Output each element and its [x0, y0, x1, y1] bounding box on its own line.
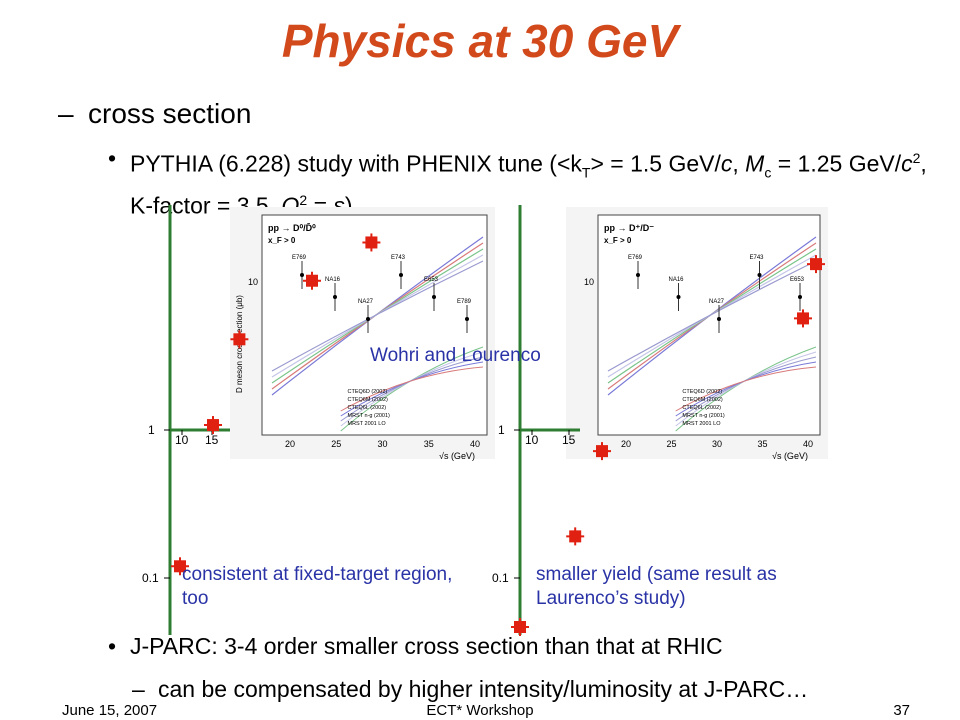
inset-xtick-40: 40	[470, 439, 480, 449]
bullet-jparc: • J-PARC: 3-4 order smaller cross sectio…	[108, 632, 938, 660]
note-right: smaller yield (same result as Laurenco’s…	[536, 564, 777, 609]
footer-page-number: 37	[893, 702, 910, 719]
inset-xtick-40: 40	[803, 439, 813, 449]
inset-exp-label-NA16: NA16	[325, 277, 341, 283]
inset-legend-entry: CTEQ6D (2002)	[682, 389, 722, 395]
inset-exp-label-E653: E653	[424, 277, 439, 283]
inset-legend-entry: CTEQ6D (2002)	[348, 389, 388, 395]
inset-exp-label-NA27: NA27	[358, 299, 374, 305]
inset-exp-label-E769: E769	[628, 255, 643, 261]
inset-subtitle: x_F > 0	[268, 236, 296, 245]
inset-xlabel: √s (GeV)	[772, 451, 808, 461]
inset-exp-label-E789: E789	[457, 299, 472, 305]
inset-exp-label-E653: E653	[790, 277, 805, 283]
inset-data-point	[636, 273, 640, 277]
chart-panel-1: pp → D⁰/D̄⁰x_F > 0D meson cross-section …	[142, 205, 495, 635]
inset-data-point	[717, 317, 721, 321]
footer-date: June 15, 2007	[62, 702, 158, 719]
subbullet-text: can be compensated by higher intensity/l…	[158, 676, 809, 702]
inset-xlabel: √s (GeV)	[439, 451, 475, 461]
note-left: consistent at fixed-target region, too	[182, 564, 453, 609]
inset-data-point	[798, 295, 802, 299]
inset-xtick-25: 25	[331, 439, 341, 449]
inset-data-point	[366, 317, 370, 321]
inset-theory-curve-lower	[340, 366, 484, 412]
inset-exp-label-NA27: NA27	[709, 299, 725, 305]
y-tick-label-1: 1	[498, 423, 505, 437]
bullet-dot: •	[108, 633, 117, 659]
inset-frame	[261, 214, 488, 436]
section-heading: – cross section	[58, 98, 251, 130]
inset-data-point	[676, 295, 681, 299]
inset-data-point	[399, 273, 403, 277]
inset-exp-label-NA16: NA16	[669, 277, 685, 283]
slide-title: Physics at 30 GeV	[281, 15, 679, 67]
inset-legend-entry: CTEQ6L (2002)	[348, 405, 387, 411]
x-tick-label-15: 15	[562, 433, 576, 447]
inset-legend-entry: MRST n-g (2001)	[348, 413, 391, 419]
inset-data-point	[300, 273, 304, 277]
inset-data-point	[333, 295, 337, 299]
inset-data-point	[757, 273, 762, 277]
inset-theory-curve	[271, 260, 484, 372]
attribution-label: Wohri and Lourenco	[370, 345, 541, 366]
inset-title: pp → D⁺/D⁻	[604, 223, 654, 233]
y-tick-label-0.1: 0.1	[492, 571, 509, 585]
inset-exp-label-E743: E743	[391, 255, 406, 261]
bullet-pythia: • PYTHIA (6.228) study with PHENIX tune …	[108, 144, 928, 220]
x-tick-label-10: 10	[175, 433, 189, 447]
inset-xtick-30: 30	[378, 439, 388, 449]
inset-xtick-25: 25	[667, 439, 677, 449]
subbullet-dash: –	[132, 676, 145, 702]
inset-data-point	[465, 317, 469, 321]
inset-legend-entry: MRST n-g (2001)	[682, 413, 725, 419]
inset-xtick-35: 35	[424, 439, 434, 449]
inset-xtick-35: 35	[758, 439, 768, 449]
inset-exp-label-E769: E769	[292, 255, 307, 261]
bullet-pythia-text: PYTHIA (6.228) study with PHENIX tune (<…	[130, 150, 927, 219]
inset-exp-label-E743: E743	[750, 255, 765, 261]
subbullet-jparc: – can be compensated by higher intensity/…	[132, 676, 808, 703]
inset-ytick: 10	[248, 277, 258, 287]
inset-title: pp → D⁰/D̄⁰	[268, 223, 316, 233]
inset-xtick-30: 30	[712, 439, 722, 449]
inset-subtitle: x_F > 0	[604, 236, 632, 245]
inset-xtick-20: 20	[621, 439, 631, 449]
bullet-jparc-text: J-PARC: 3-4 order smaller cross section …	[130, 633, 723, 659]
inset-legend-entry: MRST 2001 LO	[682, 421, 721, 427]
inset-xtick-20: 20	[285, 439, 295, 449]
heading-text: cross section	[88, 98, 252, 129]
y-tick-label-0.1: 0.1	[142, 571, 159, 585]
bullet-dot: •	[108, 145, 117, 171]
inset-legend-entry: CTEQ6M (2002)	[682, 397, 723, 403]
x-tick-label-10: 10	[525, 433, 539, 447]
inset-data-point	[432, 295, 436, 299]
inset-ytick: 10	[584, 277, 594, 287]
x-tick-label-15: 15	[205, 433, 219, 447]
y-tick-label-1: 1	[148, 423, 155, 437]
inset-frame	[597, 214, 821, 436]
footer-event: ECT* Workshop	[426, 702, 534, 719]
inset-theory-curve-lower	[675, 366, 817, 412]
inset-legend-entry: CTEQ6L (2002)	[682, 405, 721, 411]
chart-panel-2: pp → D⁺/D⁻ x_F > 0 10 20 25 30 35 40 √s (GeV) E76…	[492, 205, 828, 635]
inset-legend-entry: CTEQ6M (2002)	[348, 397, 389, 403]
inset-theory-curve	[607, 260, 817, 372]
heading-dash: –	[58, 98, 74, 129]
inset-legend-entry: MRST 2001 LO	[348, 421, 387, 427]
